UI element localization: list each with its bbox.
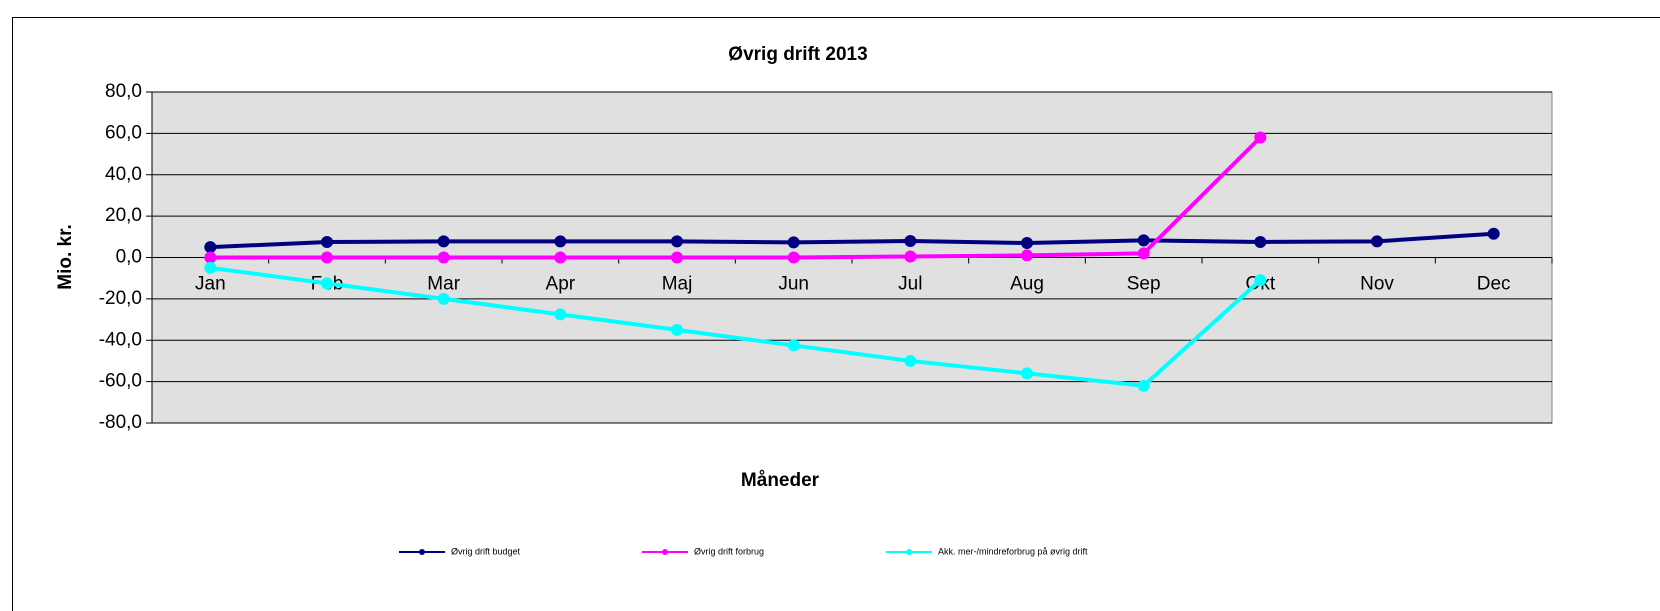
data-point — [204, 251, 217, 264]
x-tick-label: Apr — [546, 274, 576, 295]
x-tick-label: Aug — [1010, 274, 1044, 295]
data-point — [904, 250, 917, 263]
data-point — [787, 339, 800, 352]
y-tick-label: 60,0 — [105, 122, 142, 143]
series-line — [210, 231, 1494, 250]
data-point — [321, 235, 333, 248]
data-point — [1254, 235, 1267, 248]
y-tick-label: 80,0 — [105, 81, 142, 102]
y-tick-label: -60,0 — [99, 371, 142, 392]
chart-border — [12, 17, 1660, 611]
legend-label: Akk. mer-/mindreforbrug på øvrig drift — [938, 546, 1088, 556]
data-point — [787, 236, 800, 249]
data-point — [437, 292, 450, 305]
y-tick-label: -40,0 — [99, 329, 142, 350]
data-point — [904, 234, 917, 247]
chart-title: Øvrig drift 2013 — [728, 44, 867, 65]
series-line — [210, 136, 1262, 260]
data-point — [1254, 131, 1267, 144]
data-point — [1137, 247, 1150, 260]
data-point — [1487, 227, 1500, 240]
x-tick-label: Jun — [778, 274, 809, 295]
data-point — [321, 277, 333, 290]
data-point — [1021, 237, 1033, 250]
data-point — [1137, 234, 1150, 247]
legend-label: Øvrig drift forbrug — [694, 546, 764, 556]
y-tick-label: 20,0 — [105, 205, 142, 226]
data-point — [1021, 249, 1033, 262]
data-point — [671, 235, 683, 248]
data-point — [671, 251, 683, 264]
x-tick-label: Maj — [662, 274, 693, 295]
data-point — [554, 308, 567, 321]
data-point — [321, 251, 333, 264]
y-tick-label: -20,0 — [99, 288, 142, 309]
data-point — [204, 241, 217, 254]
data-point — [554, 235, 567, 248]
data-point — [1254, 274, 1267, 287]
legend-marker — [906, 549, 912, 555]
y-tick-label: 0,0 — [116, 247, 142, 268]
y-axis-title: Mio. kr. — [55, 224, 76, 289]
x-axis-title: Måneder — [741, 470, 820, 491]
x-tick-label: Jan — [195, 274, 226, 295]
legend-marker — [662, 549, 668, 555]
data-point — [1137, 379, 1150, 392]
data-point — [437, 235, 450, 248]
y-tick-label: 40,0 — [105, 164, 142, 185]
x-tick-label: Dec — [1477, 274, 1511, 295]
data-point — [554, 251, 567, 264]
y-tick-label: -80,0 — [99, 412, 142, 433]
data-point — [204, 261, 217, 274]
legend-marker — [419, 549, 425, 555]
data-point — [787, 251, 800, 264]
data-point — [1021, 367, 1033, 380]
x-tick-label: Nov — [1360, 274, 1394, 295]
x-tick-label: Mar — [427, 274, 460, 295]
data-point — [671, 323, 683, 336]
data-point — [437, 251, 450, 264]
data-point — [1371, 235, 1383, 248]
x-tick-label: Jul — [898, 274, 922, 295]
data-point — [904, 354, 917, 367]
legend-label: Øvrig drift budget — [451, 546, 521, 556]
x-tick-label: Sep — [1127, 274, 1161, 295]
series-line — [210, 265, 1262, 388]
